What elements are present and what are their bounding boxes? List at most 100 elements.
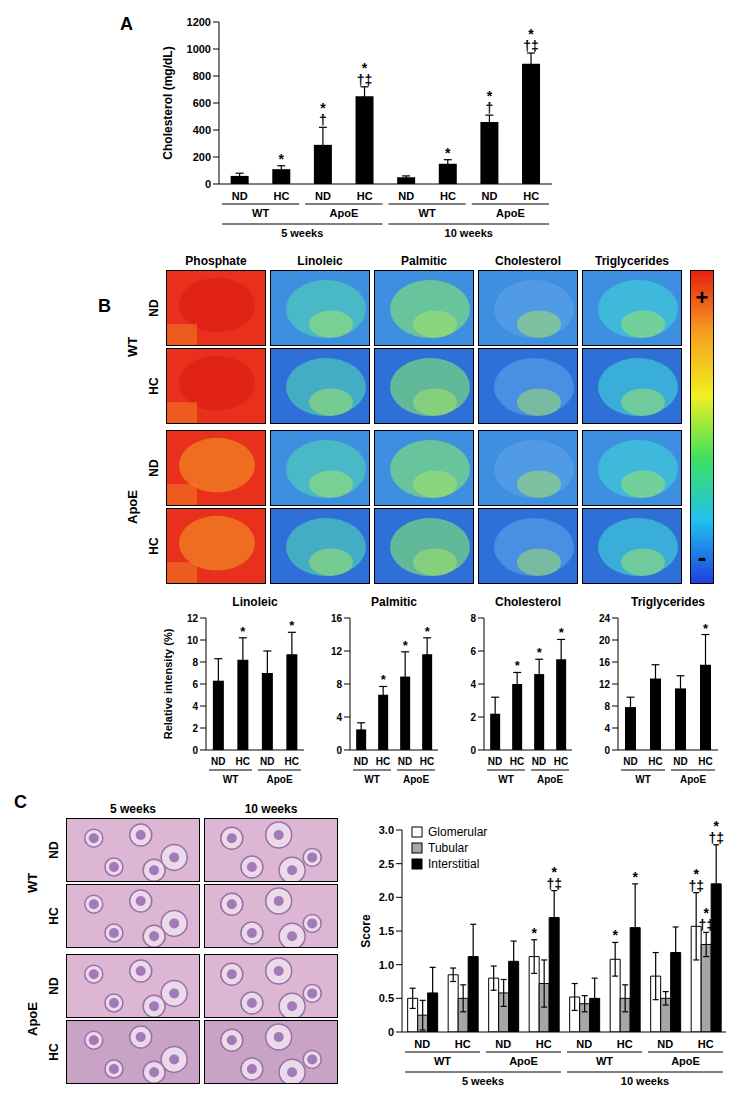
svg-text:HC: HC	[420, 756, 434, 767]
svg-text:12: 12	[187, 613, 199, 624]
svg-text:†: †	[319, 112, 327, 128]
svg-text:*: *	[425, 624, 431, 639]
svg-text:ApoE: ApoE	[537, 774, 563, 785]
svg-text:400: 400	[193, 124, 211, 136]
svg-text:HC: HC	[440, 190, 456, 202]
svg-text:1200: 1200	[187, 16, 211, 28]
svg-text:4: 4	[604, 723, 610, 734]
svg-text:HC: HC	[648, 756, 662, 767]
svg-text:HC: HC	[698, 1038, 714, 1050]
svg-text:ND: ND	[260, 756, 274, 767]
svg-text:1000: 1000	[187, 43, 211, 55]
svg-text:0: 0	[205, 178, 211, 190]
svg-text:WT: WT	[252, 207, 269, 219]
svg-text:ND: ND	[482, 190, 498, 202]
svg-text:ApoE: ApoE	[680, 774, 706, 785]
svg-text:10 weeks: 10 weeks	[621, 1075, 669, 1087]
svg-text:*: *	[559, 625, 565, 640]
svg-text:0: 0	[604, 745, 610, 756]
svg-text:2.0: 2.0	[379, 891, 394, 903]
svg-text:†‡: †‡	[688, 878, 704, 894]
svg-text:2.5: 2.5	[379, 858, 394, 870]
svg-text:ApoE: ApoE	[330, 207, 359, 219]
svg-text:ND: ND	[532, 756, 546, 767]
svg-text:*: *	[612, 927, 618, 943]
svg-text:WT: WT	[223, 774, 239, 785]
svg-text:HC: HC	[698, 756, 712, 767]
svg-text:200: 200	[193, 151, 211, 163]
svg-text:5 weeks: 5 weeks	[281, 227, 323, 239]
svg-text:WT: WT	[419, 207, 436, 219]
svg-text:*: *	[279, 151, 285, 167]
svg-text:6: 6	[470, 646, 476, 657]
svg-text:*: *	[445, 145, 451, 161]
svg-text:*: *	[531, 925, 537, 941]
svg-text:4: 4	[192, 701, 198, 712]
svg-text:2: 2	[192, 723, 198, 734]
svg-text:Cholesterol (mg/dL): Cholesterol (mg/dL)	[161, 46, 175, 159]
svg-text:HC: HC	[523, 190, 539, 202]
svg-text:16: 16	[599, 657, 611, 668]
svg-text:HC: HC	[455, 1038, 471, 1050]
svg-text:16: 16	[331, 613, 343, 624]
svg-text:*: *	[703, 621, 709, 636]
svg-text:800: 800	[193, 70, 211, 82]
svg-text:ND: ND	[414, 1038, 430, 1050]
svg-text:Linoleic: Linoleic	[232, 595, 278, 609]
svg-text:8: 8	[470, 613, 476, 624]
svg-text:4: 4	[336, 712, 342, 723]
svg-text:†‡: †‡	[523, 38, 539, 54]
svg-text:HC: HC	[236, 756, 250, 767]
svg-text:ApoE: ApoE	[496, 207, 525, 219]
svg-text:HC: HC	[554, 756, 568, 767]
svg-text:Cholesterol: Cholesterol	[495, 595, 561, 609]
svg-text:ND: ND	[398, 756, 412, 767]
svg-text:†‡: †‡	[708, 830, 724, 846]
svg-text:WT: WT	[364, 774, 380, 785]
svg-text:ND: ND	[488, 756, 502, 767]
svg-text:*: *	[240, 624, 246, 639]
svg-text:HC: HC	[510, 756, 524, 767]
svg-text:†‡: †‡	[698, 917, 714, 933]
svg-text:HC: HC	[285, 756, 299, 767]
svg-text:Score: Score	[359, 914, 373, 948]
svg-text:WT: WT	[434, 1055, 451, 1067]
svg-text:HC: HC	[617, 1038, 633, 1050]
svg-text:20: 20	[599, 635, 611, 646]
svg-text:8: 8	[192, 657, 198, 668]
svg-text:ND: ND	[354, 756, 368, 767]
svg-text:8: 8	[336, 679, 342, 690]
svg-text:ND: ND	[315, 190, 331, 202]
svg-text:HC: HC	[273, 190, 289, 202]
svg-text:HC: HC	[536, 1038, 552, 1050]
svg-text:*: *	[515, 658, 521, 673]
svg-text:WT: WT	[596, 1055, 613, 1067]
svg-text:Glomerular: Glomerular	[428, 825, 487, 839]
svg-text:3.0: 3.0	[379, 824, 394, 836]
svg-text:Relative intensity (%): Relative intensity (%)	[162, 628, 174, 739]
svg-text:8: 8	[604, 701, 610, 712]
svg-text:*: *	[632, 869, 638, 885]
svg-text:2: 2	[470, 712, 476, 723]
svg-text:WT: WT	[498, 774, 514, 785]
svg-text:*: *	[537, 645, 543, 660]
svg-text:ApoE: ApoE	[509, 1055, 538, 1067]
svg-text:12: 12	[599, 679, 611, 690]
svg-text:ApoE: ApoE	[403, 774, 429, 785]
svg-text:ApoE: ApoE	[266, 774, 292, 785]
svg-text:ND: ND	[657, 1038, 673, 1050]
svg-text:HC: HC	[376, 756, 390, 767]
svg-text:*: *	[381, 672, 387, 687]
svg-text:12: 12	[331, 646, 343, 657]
svg-text:*: *	[289, 618, 295, 633]
svg-text:0: 0	[336, 745, 342, 756]
svg-text:†‡: †‡	[357, 72, 373, 88]
svg-text:600: 600	[193, 97, 211, 109]
svg-text:24: 24	[599, 613, 611, 624]
svg-text:0.5: 0.5	[379, 992, 394, 1004]
svg-text:ND: ND	[576, 1038, 592, 1050]
svg-text:0: 0	[388, 1026, 394, 1038]
svg-text:5 weeks: 5 weeks	[462, 1075, 504, 1087]
svg-text:ND: ND	[673, 756, 687, 767]
svg-text:6: 6	[192, 679, 198, 690]
